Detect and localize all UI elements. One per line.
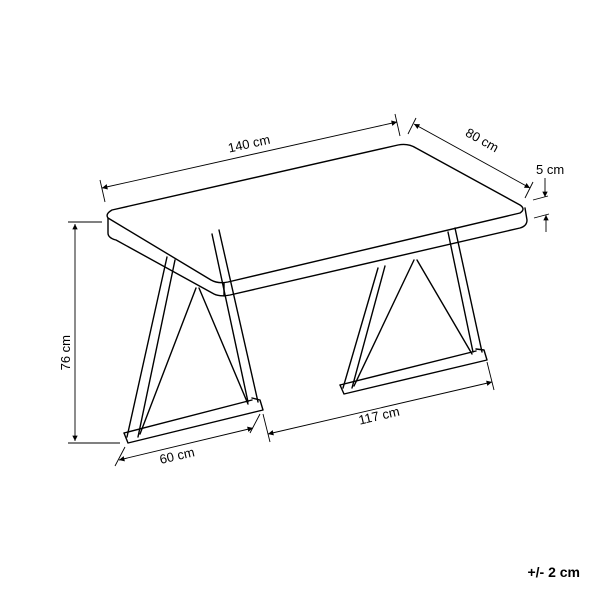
dim-height: 76 cm xyxy=(58,335,73,370)
dimension-lines xyxy=(68,114,549,466)
dim-legspan: 117 cm xyxy=(357,404,401,428)
dim-legdepth: 60 cm xyxy=(158,444,196,467)
dim-thickness: 5 cm xyxy=(536,162,564,177)
dimension-labels: 140 cm 80 cm 5 cm 76 cm 117 cm 60 cm xyxy=(58,125,564,467)
dim-width: 80 cm xyxy=(463,125,501,155)
tolerance-note: +/- 2 cm xyxy=(527,564,580,580)
table-drawing: 140 cm 80 cm 5 cm 76 cm 117 cm 60 cm xyxy=(0,0,600,600)
diagram-canvas: 140 cm 80 cm 5 cm 76 cm 117 cm 60 cm +/-… xyxy=(0,0,600,600)
table-top xyxy=(107,144,527,296)
